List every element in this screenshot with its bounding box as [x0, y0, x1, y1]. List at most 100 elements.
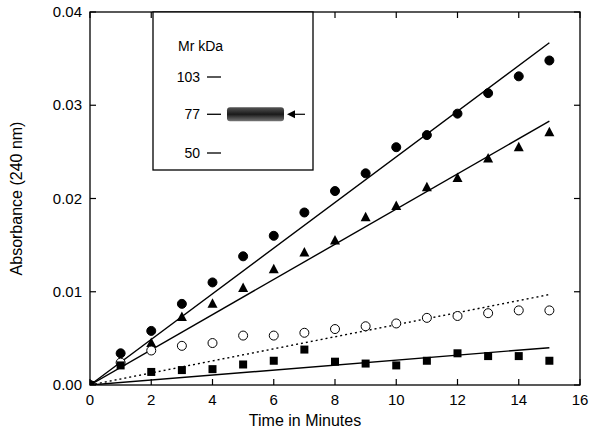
point-circle — [208, 339, 217, 348]
y-tick-label: 0.02 — [53, 190, 82, 207]
x-tick-top — [334, 12, 335, 18]
point-triangle — [208, 298, 218, 308]
inset-marker-label: 50 — [184, 145, 200, 161]
arrow-head — [287, 110, 295, 118]
x-tick-top — [457, 12, 458, 18]
point-circle — [300, 328, 309, 337]
point-triangle — [330, 235, 340, 245]
inset-title: Mr kDa — [178, 38, 223, 54]
point-circle — [147, 346, 156, 355]
x-tick-label: 6 — [270, 391, 278, 408]
point-square — [392, 361, 400, 369]
inset-frame — [153, 12, 313, 170]
point-circle — [269, 331, 278, 340]
inset-marker-label: 77 — [184, 106, 200, 122]
y-tick-right — [574, 105, 580, 106]
point-square — [178, 366, 186, 374]
point-circle — [269, 231, 278, 240]
x-tick — [334, 379, 335, 385]
x-tick — [396, 379, 397, 385]
point-circle — [90, 381, 95, 386]
y-tick-label: 0.00 — [53, 376, 82, 393]
point-square — [454, 349, 462, 357]
point-circle — [147, 326, 156, 335]
fit-line — [90, 348, 549, 385]
y-axis-label: Absorbance (240 nm) — [8, 122, 25, 276]
x-tick-label: 10 — [388, 391, 405, 408]
point-square — [484, 352, 492, 360]
point-circle — [300, 208, 309, 217]
point-square — [270, 357, 278, 365]
point-circle — [453, 311, 462, 320]
point-circle — [239, 252, 248, 261]
point-square — [300, 346, 308, 354]
point-circle — [392, 143, 401, 152]
inset-marker-tick — [207, 114, 221, 115]
point-square — [239, 360, 247, 368]
x-tick-label: 16 — [572, 391, 589, 408]
point-circle — [361, 322, 370, 331]
inset-marker-tick — [207, 76, 221, 77]
chart: 02468101214160.000.010.020.030.04Time in… — [0, 0, 600, 434]
x-tick — [457, 379, 458, 385]
point-square — [209, 365, 217, 373]
x-tick-label: 2 — [147, 391, 155, 408]
point-square — [515, 352, 523, 360]
point-circle — [177, 299, 186, 308]
x-tick-label: 4 — [208, 391, 216, 408]
point-square — [423, 357, 431, 365]
inset: Mr kDa 103 77 50 — [153, 12, 313, 170]
point-triangle — [544, 127, 554, 136]
x-axis-label: Time in Minutes — [249, 412, 361, 429]
point-circle — [453, 109, 462, 118]
x-tick-label: 0 — [86, 391, 94, 408]
point-circle — [422, 131, 431, 140]
fit-line — [90, 295, 549, 385]
y-tick-right — [574, 198, 580, 199]
point-square — [117, 361, 125, 369]
point-circle — [331, 187, 340, 196]
y-tick-right — [574, 384, 580, 385]
x-tick-top — [579, 12, 580, 18]
point-circle — [177, 341, 186, 350]
point-circle — [545, 306, 554, 315]
point-circle — [90, 381, 95, 386]
plot-frame — [90, 12, 580, 385]
point-circle — [484, 309, 493, 318]
point-triangle — [90, 380, 95, 386]
point-triangle — [361, 212, 371, 222]
y-tick-label: 0.04 — [53, 3, 82, 20]
x-tick-top — [518, 12, 519, 18]
point-triangle — [422, 182, 432, 192]
y-tick-right — [574, 291, 580, 292]
point-triangle — [514, 142, 524, 152]
point-triangle — [391, 200, 401, 210]
point-circle — [331, 325, 340, 334]
point-circle — [514, 306, 523, 315]
point-circle — [422, 313, 431, 322]
point-square — [90, 381, 94, 385]
point-circle — [208, 278, 217, 287]
y-tick — [90, 105, 96, 106]
point-circle — [392, 319, 401, 328]
point-triangle — [238, 283, 248, 293]
x-tick — [273, 379, 274, 385]
y-tick-label: 0.01 — [53, 283, 82, 300]
point-circle — [514, 72, 523, 81]
inset-marker-label: 103 — [177, 69, 201, 85]
point-circle — [361, 169, 370, 178]
point-triangle — [483, 153, 493, 163]
x-tick-label: 8 — [331, 391, 339, 408]
point-circle — [239, 331, 248, 340]
x-tick — [518, 379, 519, 385]
point-triangle — [453, 172, 463, 182]
point-triangle — [177, 311, 187, 321]
point-square — [331, 358, 339, 366]
x-tick-label: 14 — [510, 391, 527, 408]
y-tick-label: 0.03 — [53, 96, 82, 113]
point-square — [147, 368, 155, 376]
y-tick — [90, 198, 96, 199]
y-tick — [90, 11, 96, 12]
x-tick — [579, 379, 580, 385]
point-triangle — [269, 264, 279, 274]
